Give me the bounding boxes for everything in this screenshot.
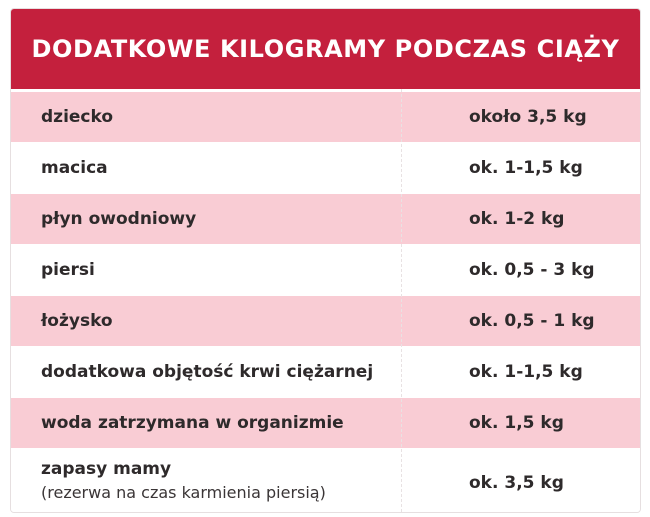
row-value: ok. 1-1,5 kg xyxy=(469,362,583,382)
table-title: DODATKOWE KILOGRAMY PODCZAS CIĄŻY xyxy=(31,35,620,63)
row-value: ok. 1-2 kg xyxy=(469,209,565,229)
row-label: piersi xyxy=(41,260,95,280)
row-value: ok. 1-1,5 kg xyxy=(469,158,583,178)
table-row: płyn owodniowy ok. 1-2 kg xyxy=(11,194,640,244)
row-value: ok. 3,5 kg xyxy=(469,473,564,493)
row-label: łożysko xyxy=(41,311,113,331)
row-value: ok. 1,5 kg xyxy=(469,413,564,433)
table-header: DODATKOWE KILOGRAMY PODCZAS CIĄŻY xyxy=(11,9,640,89)
table-row: piersi ok. 0,5 - 3 kg xyxy=(11,245,640,295)
table-body: dziecko około 3,5 kg macica ok. 1-1,5 kg… xyxy=(11,92,640,512)
table-row: dodatkowa objętość krwi ciężarnej ok. 1-… xyxy=(11,347,640,397)
row-label: macica xyxy=(41,158,108,178)
row-label: płyn owodniowy xyxy=(41,209,197,229)
row-note: (rezerwa na czas karmienia piersią) xyxy=(41,483,326,502)
row-label: woda zatrzymana w organizmie xyxy=(41,413,344,433)
table-row: dziecko około 3,5 kg xyxy=(11,92,640,142)
table-row: zapasy mamy (rezerwa na czas karmienia p… xyxy=(11,449,640,512)
weight-gain-table: DODATKOWE KILOGRAMY PODCZAS CIĄŻY dzieck… xyxy=(10,8,641,513)
row-value: około 3,5 kg xyxy=(469,107,587,127)
row-label-block: zapasy mamy (rezerwa na czas karmienia p… xyxy=(41,457,326,505)
table-row: macica ok. 1-1,5 kg xyxy=(11,143,640,193)
row-label: dodatkowa objętość krwi ciężarnej xyxy=(41,362,374,382)
table-row: woda zatrzymana w organizmie ok. 1,5 kg xyxy=(11,398,640,448)
table-row: łożysko ok. 0,5 - 1 kg xyxy=(11,296,640,346)
column-divider xyxy=(401,89,402,512)
row-label: zapasy mamy xyxy=(41,459,172,479)
row-value: ok. 0,5 - 3 kg xyxy=(469,260,595,280)
row-label: dziecko xyxy=(41,107,114,127)
row-value: ok. 0,5 - 1 kg xyxy=(469,311,595,331)
